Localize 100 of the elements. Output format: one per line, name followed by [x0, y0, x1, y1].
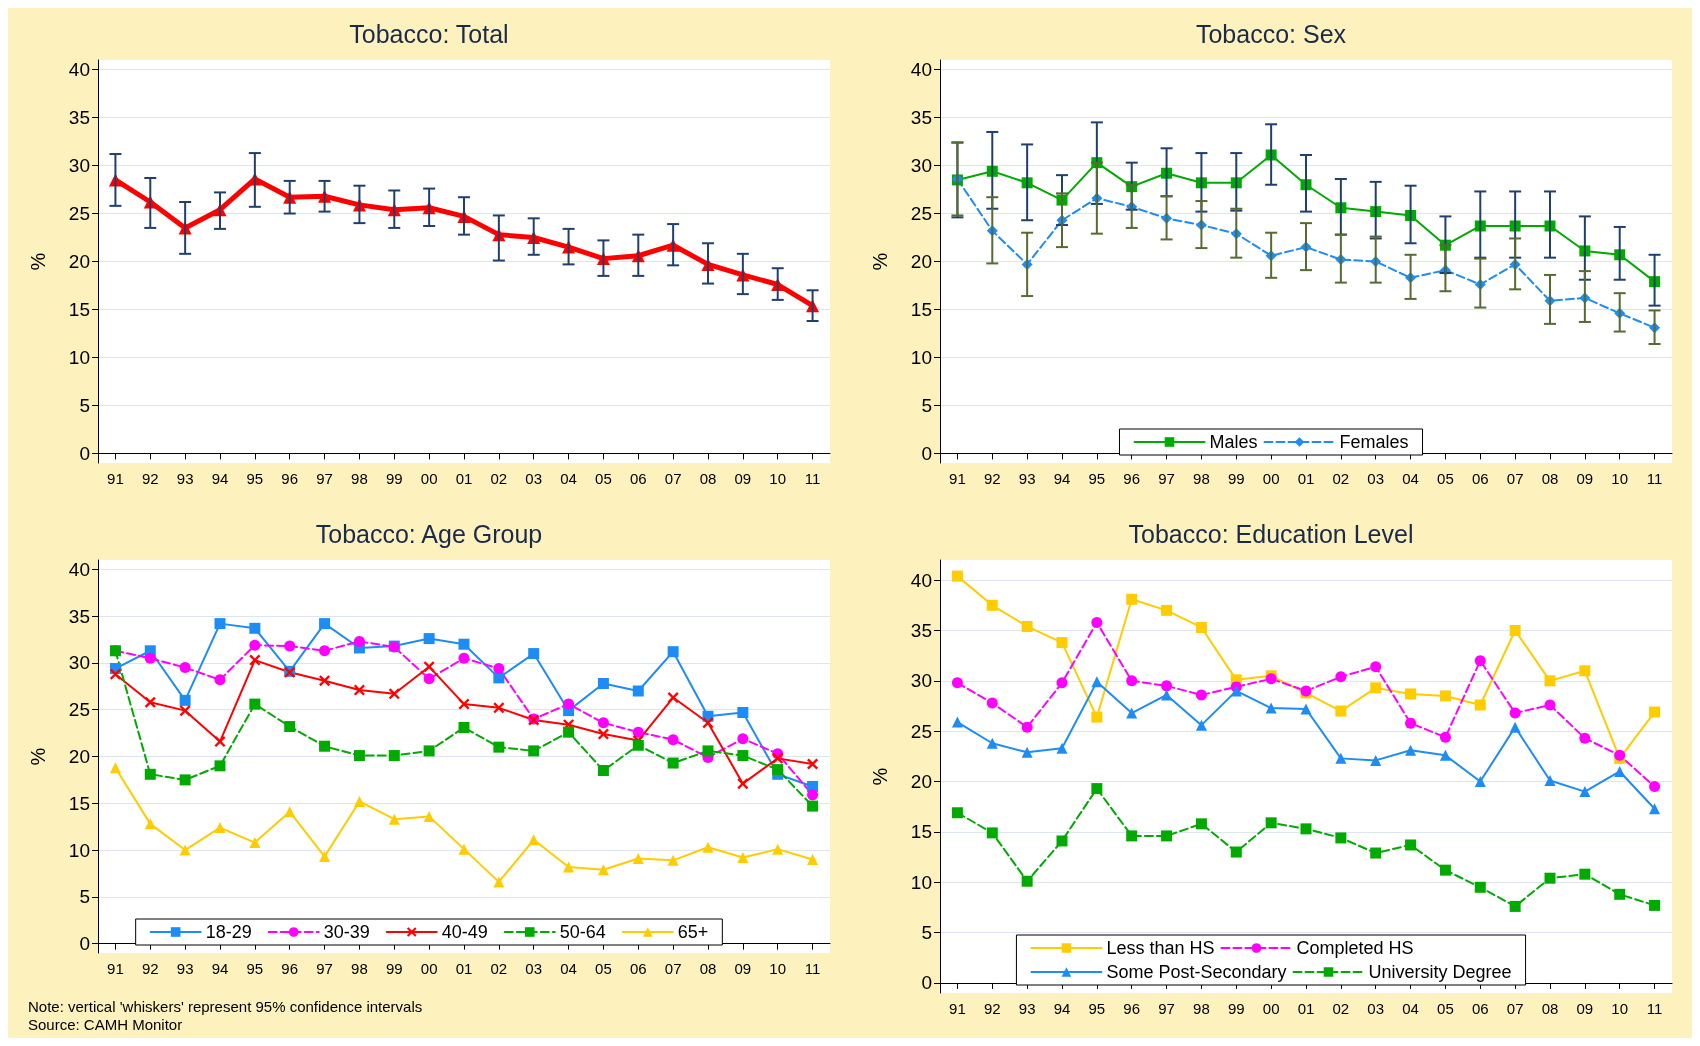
x-tick-label: 09	[1576, 470, 1594, 487]
x-tick-label: 08	[1541, 1000, 1559, 1017]
y-tick-label: 25	[68, 203, 90, 225]
y-tick-label: 35	[910, 619, 932, 641]
x-tick-label: 00	[420, 470, 438, 487]
y-tick-label: 30	[68, 652, 90, 674]
y-tick-label: 15	[68, 298, 90, 320]
x-tick-label: 99	[385, 960, 403, 977]
x-tick-label: 99	[385, 470, 403, 487]
x-tick-label: 10	[1611, 470, 1629, 487]
y-tick-label: 10	[910, 346, 932, 368]
y-tick-label: 10	[68, 839, 90, 861]
x-tick-label: 04	[560, 470, 577, 487]
x-tick-label: 94	[1053, 1000, 1071, 1017]
x-tick-label: 10	[769, 470, 787, 487]
x-tick-label: 01	[1297, 470, 1315, 487]
x-tick-label: 07	[664, 960, 682, 977]
x-tick-label: 98	[1193, 470, 1210, 487]
x-tick-label: 98	[1193, 1000, 1210, 1017]
x-tick-label: 03	[525, 470, 543, 487]
x-tick-label: 11	[1646, 1000, 1663, 1017]
x-tick-label: 95	[1088, 470, 1106, 487]
x-tick-label: 08	[699, 960, 717, 977]
x-tick-label: 92	[983, 1000, 1001, 1017]
y-tick-label: 15	[910, 298, 932, 320]
y-tick-label: 0	[79, 933, 90, 955]
x-tick-label: 06	[1471, 470, 1489, 487]
y-tick-label: 5	[921, 394, 932, 416]
legend-label: 30-39	[323, 922, 370, 942]
y-tick-label: 20	[68, 746, 90, 767]
y-tick-label: 10	[68, 346, 90, 368]
x-tick-label: 91	[949, 1000, 966, 1017]
x-tick-label: 03	[1367, 1000, 1385, 1017]
y-tick-label: 20	[68, 251, 90, 272]
y-tick-label: 20	[910, 771, 932, 793]
x-tick-label: 93	[176, 960, 194, 977]
x-tick-label: 94	[211, 960, 229, 977]
x-tick-label: 93	[1018, 1000, 1036, 1017]
y-tick-label: 20	[910, 251, 932, 272]
legend-label: Less than HS	[1106, 938, 1215, 958]
x-tick-label: 07	[664, 470, 682, 487]
y-tick-label: 5	[921, 922, 932, 944]
x-tick-label: 09	[734, 960, 752, 977]
legend-label: 18-29	[205, 922, 252, 942]
x-tick-label: 07	[1506, 470, 1524, 487]
chart-title: Tobacco: Education Level	[1128, 519, 1414, 548]
y-axis-title: %	[27, 747, 49, 766]
x-tick-label: 03	[525, 960, 543, 977]
x-tick-label: 06	[629, 470, 647, 487]
y-axis-title: %	[869, 767, 891, 786]
chart-title: Tobacco: Total	[349, 19, 509, 48]
x-tick-label: 97	[1158, 470, 1175, 487]
x-tick-label: 08	[699, 470, 717, 487]
y-tick-label: 40	[910, 569, 932, 591]
x-tick-label: 01	[1297, 1000, 1315, 1017]
legend-label: Females	[1339, 432, 1409, 452]
x-tick-label: 92	[141, 470, 159, 487]
x-tick-label: 91	[107, 960, 124, 977]
legend-label: Males	[1209, 432, 1258, 452]
x-tick-label: 07	[1506, 1000, 1524, 1017]
legend-label: 40-49	[441, 922, 488, 942]
x-tick-label: 09	[1576, 1000, 1594, 1017]
y-tick-label: 10	[910, 871, 932, 893]
x-tick-label: 93	[1018, 470, 1036, 487]
x-tick-label: 05	[595, 470, 612, 487]
x-tick-label: 91	[949, 470, 966, 487]
x-tick-label: 05	[595, 960, 612, 977]
y-tick-label: 35	[68, 107, 90, 129]
y-axis-title: %	[869, 252, 891, 271]
x-tick-label: 11	[804, 470, 821, 487]
y-tick-label: 25	[910, 720, 932, 742]
legend-label: Completed HS	[1296, 938, 1414, 958]
x-tick-label: 03	[1367, 470, 1385, 487]
legend-label: 65+	[677, 922, 709, 942]
x-tick-label: 06	[1471, 1000, 1489, 1017]
x-tick-label: 00	[420, 960, 438, 977]
x-tick-label: 99	[1227, 1000, 1245, 1017]
y-tick-label: 15	[910, 821, 932, 843]
y-tick-label: 40	[68, 59, 90, 81]
x-tick-label: 01	[455, 470, 473, 487]
y-tick-label: 0	[921, 972, 932, 994]
y-tick-label: 25	[910, 203, 932, 225]
x-tick-label: 93	[176, 470, 194, 487]
x-tick-label: 95	[246, 960, 264, 977]
y-tick-label: 30	[910, 155, 932, 177]
y-tick-label: 15	[68, 792, 90, 814]
x-tick-label: 11	[1646, 470, 1663, 487]
y-tick-label: 0	[921, 442, 932, 464]
x-tick-label: 02	[1332, 1000, 1350, 1017]
x-tick-label: 97	[316, 470, 333, 487]
source-note: Source: CAMH Monitor	[28, 1016, 183, 1033]
y-tick-label: 40	[68, 558, 90, 580]
x-tick-label: 92	[141, 960, 159, 977]
x-tick-label: 97	[316, 960, 333, 977]
x-tick-label: 05	[1437, 1000, 1454, 1017]
x-tick-label: 01	[455, 960, 473, 977]
x-tick-label: 96	[281, 960, 299, 977]
x-tick-label: 02	[490, 470, 508, 487]
x-tick-label: 95	[246, 470, 264, 487]
x-tick-label: 10	[1611, 1000, 1629, 1017]
